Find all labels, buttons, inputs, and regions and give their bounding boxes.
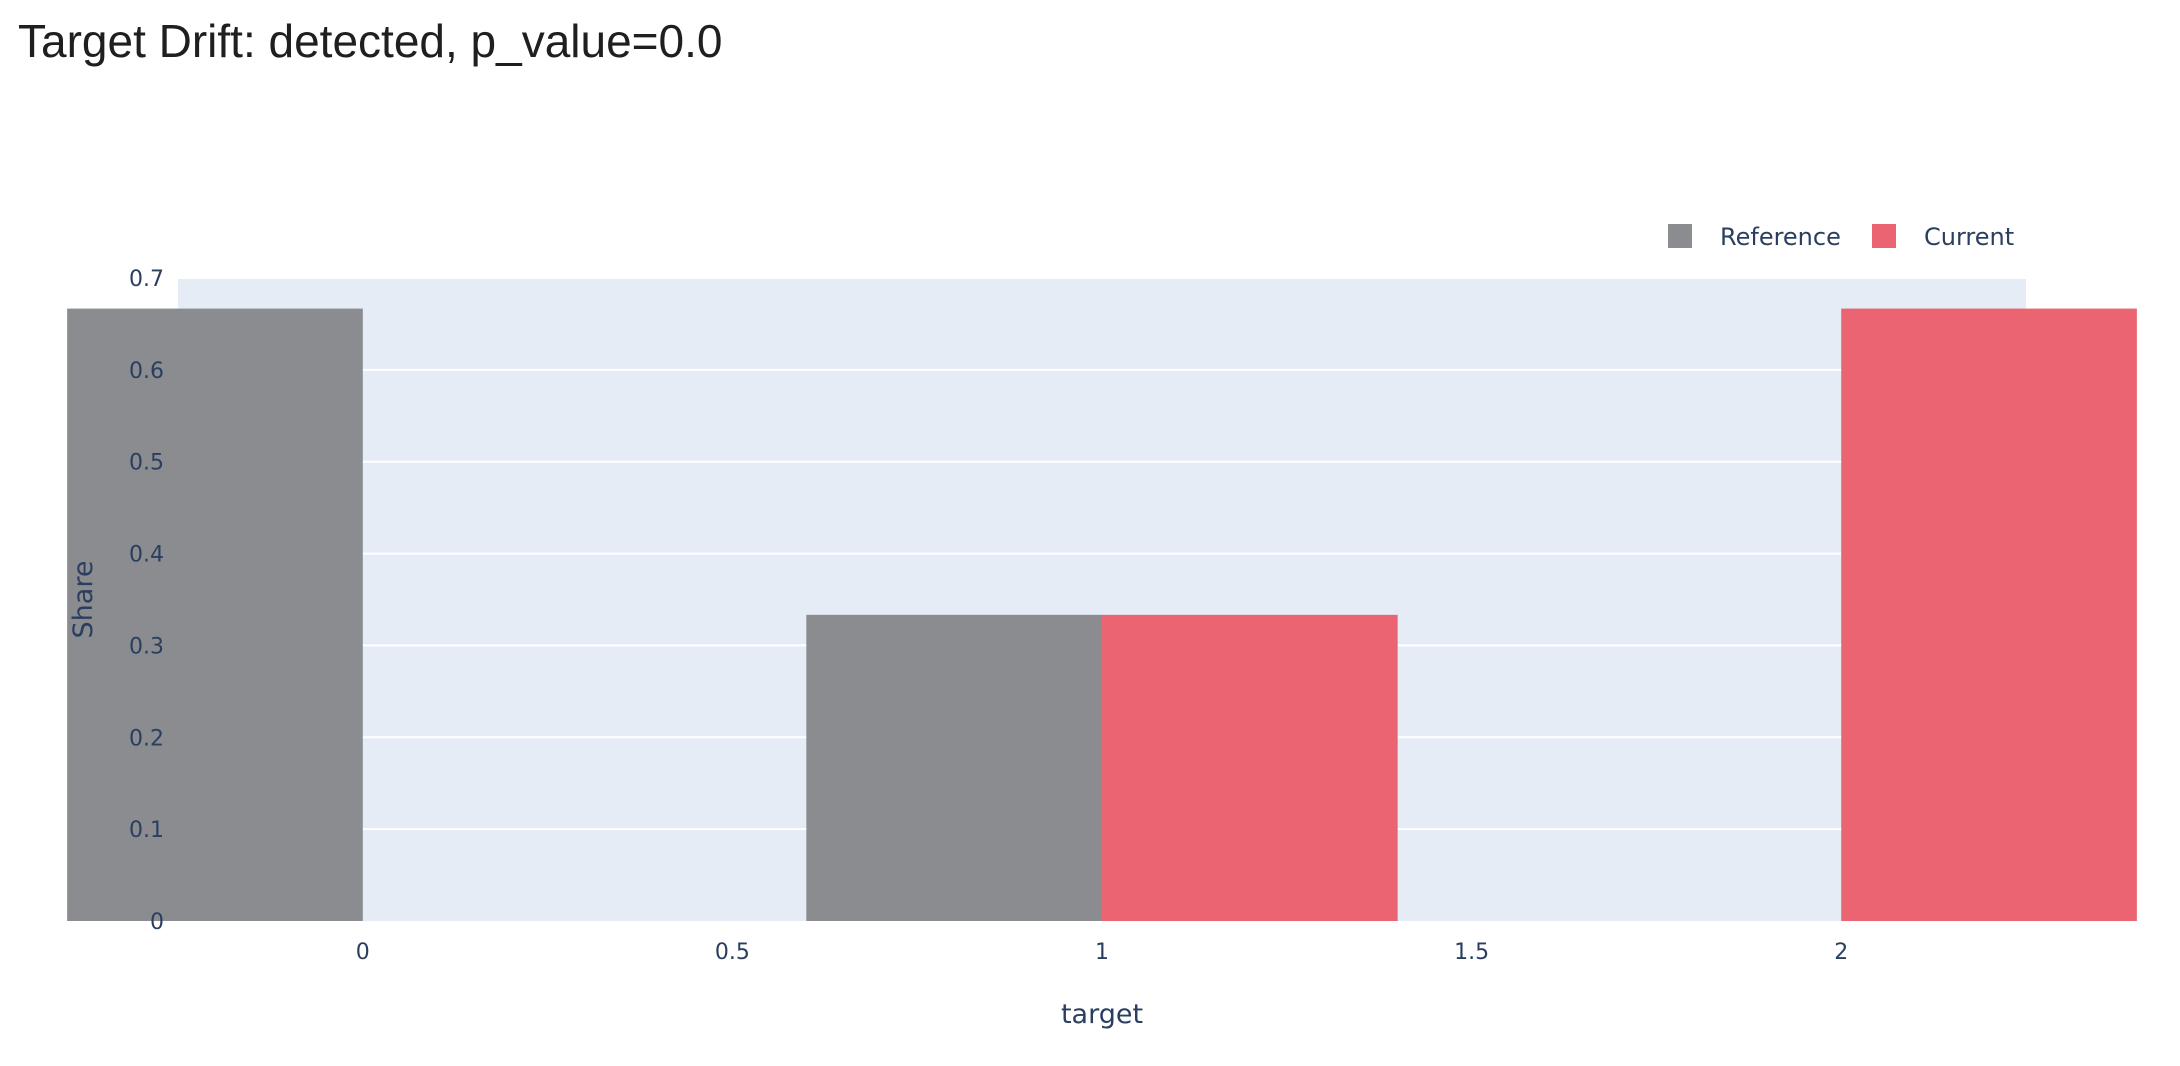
legend-swatch	[1872, 224, 1896, 248]
y-tick-label: 0.3	[129, 634, 164, 659]
y-tick-label: 0	[150, 910, 164, 935]
y-tick-label: 0.1	[129, 818, 164, 843]
y-axis-ticks: 0 0.1 0.2 0.3 0.4 0.5 0.6 0.7	[129, 267, 164, 935]
x-tick-label: 1.5	[1454, 940, 1489, 965]
legend: Reference Current	[1668, 223, 2014, 251]
x-tick-label: 2	[1834, 940, 1848, 965]
bars	[67, 308, 2137, 921]
y-tick-label: 0.2	[129, 726, 164, 751]
page-title: Target Drift: detected, p_value=0.0	[18, 15, 723, 67]
legend-item-current[interactable]: Current	[1872, 223, 2014, 251]
x-axis-ticks: 0 0.5 1 1.5 2	[356, 940, 1848, 965]
legend-swatch	[1668, 224, 1692, 248]
bar-current-2[interactable]	[1841, 308, 2137, 921]
bar-current-1[interactable]	[1102, 614, 1398, 921]
x-tick-label: 0.5	[715, 940, 750, 965]
y-tick-label: 0.6	[129, 359, 164, 384]
bar-reference-0[interactable]	[67, 308, 363, 921]
legend-item-reference[interactable]: Reference	[1668, 223, 1841, 251]
legend-label: Reference	[1720, 223, 1841, 251]
bar-reference-1[interactable]	[806, 614, 1102, 921]
x-axis-title: target	[1061, 999, 1143, 1030]
y-tick-label: 0.4	[129, 543, 164, 568]
x-tick-label: 0	[356, 940, 370, 965]
y-axis-title: Share	[68, 561, 99, 639]
y-tick-label: 0.7	[129, 267, 164, 292]
y-tick-label: 0.5	[129, 451, 164, 476]
x-tick-label: 1	[1095, 940, 1109, 965]
legend-label: Current	[1924, 223, 2014, 251]
